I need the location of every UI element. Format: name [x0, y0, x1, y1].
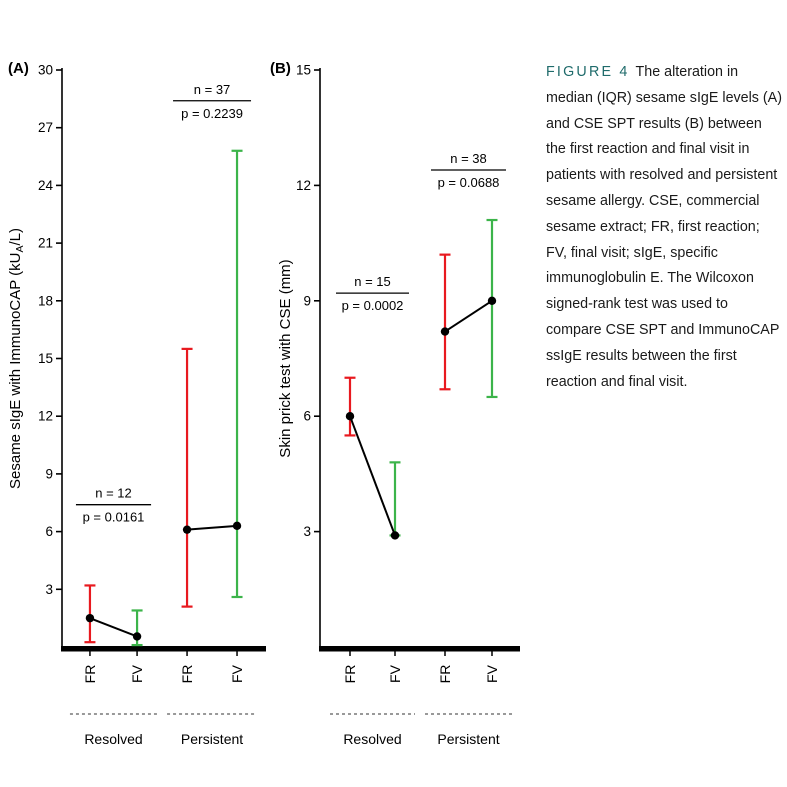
- y-tick-label: 15: [296, 63, 311, 78]
- y-tick-label: 15: [38, 351, 53, 366]
- figure-caption-text: The alteration in median (IQR) sesame sI…: [546, 64, 782, 390]
- x-axis: [319, 646, 520, 652]
- median-connector-line: [186, 524, 238, 531]
- n-count-label: n = 12: [95, 486, 132, 501]
- median-point: [182, 525, 192, 534]
- n-count-label: n = 15: [354, 274, 391, 289]
- x-tick-label: FV: [484, 664, 500, 683]
- y-tick-label: 12: [296, 178, 311, 193]
- x-tick-label: FV: [387, 664, 403, 683]
- panel-b-chart: (B) 3 6 9 12 15 Skin prick test with CSE (mm) n…: [268, 52, 528, 762]
- p-value-label: p = 0.0002: [342, 298, 404, 313]
- n-count-label: n = 38: [450, 151, 487, 166]
- panel-letter-label: (A): [8, 60, 29, 77]
- x-tick-label: FR: [179, 665, 195, 684]
- median-point: [232, 521, 242, 531]
- y-tick-label: 9: [303, 293, 311, 308]
- y-tick-label: 9: [45, 466, 53, 481]
- y-tick-label: 27: [38, 120, 53, 135]
- p-value-label: p = 0.0688: [438, 175, 500, 190]
- group-label: Resolved: [343, 731, 401, 747]
- x-tick-label: FR: [342, 665, 358, 684]
- x-axis: [61, 646, 266, 652]
- y-tick-label: 3: [45, 582, 53, 597]
- y-tick-label: 18: [38, 293, 53, 308]
- y-axis-title: Sesame sIgE with ImmunoCAP (kUA/L): [7, 228, 26, 489]
- y-tick-label: 3: [303, 524, 311, 539]
- figure-caption-label: FIGURE 4: [546, 64, 630, 80]
- x-tick-label: FR: [82, 665, 98, 684]
- panel-a-plot: (A) 3 6 9 12 15 18 21 24 27 30 Sesame sIgE with Imm…: [7, 60, 266, 747]
- median-connector-line: [444, 299, 493, 333]
- y-tick-label: 24: [38, 178, 54, 193]
- panel-a-chart: (A) 3 6 9 12 15 18 21 24 27 30 Sesame sIgE with Imm…: [6, 52, 278, 762]
- y-tick-label: 12: [38, 409, 53, 424]
- p-value-label: p = 0.2239: [181, 106, 243, 121]
- y-axis-title: Skin prick test with CSE (mm): [277, 259, 294, 457]
- y-tick-label: 6: [303, 409, 311, 424]
- y-tick-label: 6: [45, 524, 53, 539]
- panel-b-plot: (B) 3 6 9 12 15 Skin prick test with CSE (mm) n…: [270, 60, 520, 747]
- median-point: [132, 632, 142, 641]
- median-point: [390, 531, 400, 540]
- group-label: Resolved: [84, 731, 142, 747]
- x-tick-label: FV: [129, 664, 145, 683]
- x-tick-label: FR: [437, 665, 453, 684]
- group-label: Persistent: [181, 731, 243, 747]
- y-tick-label: 21: [38, 236, 53, 251]
- median-point: [440, 327, 450, 336]
- median-point: [345, 412, 355, 421]
- figure-caption: FIGURE 4 The alteration in median (IQR) s…: [546, 60, 784, 395]
- median-point: [487, 296, 497, 305]
- group-label: Persistent: [437, 731, 499, 747]
- panel-letter-label: (B): [270, 60, 291, 77]
- median-connector-line: [89, 617, 138, 638]
- p-value-label: p = 0.0161: [83, 510, 145, 525]
- y-tick-label: 30: [38, 63, 53, 78]
- median-connector-line: [349, 415, 396, 536]
- median-point: [85, 613, 95, 623]
- x-tick-label: FV: [229, 664, 245, 683]
- n-count-label: n = 37: [194, 82, 231, 97]
